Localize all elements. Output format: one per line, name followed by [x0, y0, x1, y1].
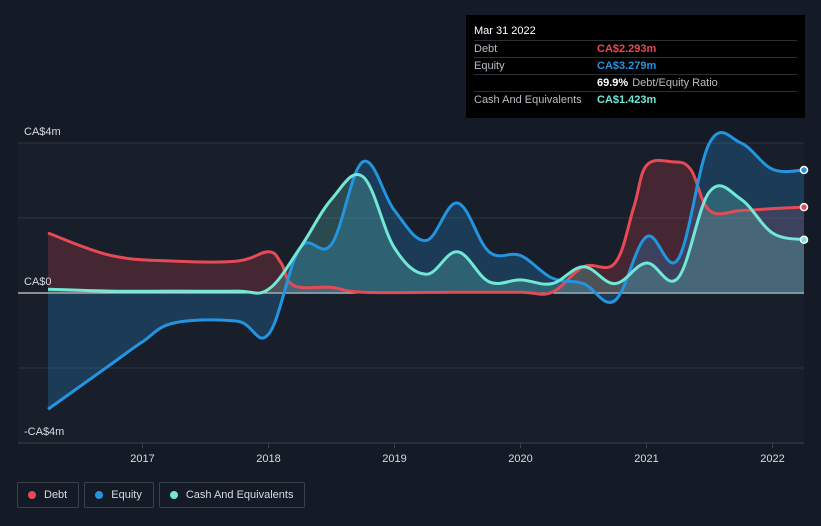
tooltip-value: CA$1.423m	[597, 94, 657, 106]
area-equity	[48, 132, 804, 410]
legend-label: Debt	[44, 489, 68, 501]
tooltip-date: Mar 31 2022	[474, 25, 536, 37]
tooltip-label: Cash And Equivalents	[474, 94, 582, 106]
series-lines	[47, 131, 805, 411]
tooltip-value: CA$3.279m	[597, 60, 657, 72]
area-debt	[48, 160, 804, 295]
x-tick-label: 2021	[634, 453, 658, 465]
series-areas	[48, 132, 804, 410]
tooltip-row-equity: Equity CA$3.279m	[474, 57, 797, 74]
tooltip-ratio-label: Debt/Equity Ratio	[632, 77, 718, 89]
x-tick-label: 2022	[760, 453, 784, 465]
endpoint-cash-and-equivalents[interactable]	[799, 235, 809, 244]
legend-dot-icon	[95, 491, 104, 499]
legend-label: Equity	[111, 489, 142, 501]
legend-dot-icon	[28, 491, 36, 499]
tooltip-row-ratio: 69.9% Debt/Equity Ratio	[474, 74, 797, 91]
legend-dot-icon	[169, 491, 178, 499]
x-axis-labels: 2017 2018 2019 2020 2021 2022	[130, 443, 785, 465]
x-tick-label: 2018	[256, 453, 280, 465]
y-tick-label: -CA$4m	[24, 426, 64, 438]
tooltip-label: Equity	[474, 60, 505, 72]
tooltip: Mar 31 2022 Debt CA$2.293m Equity CA$3.2…	[466, 15, 805, 118]
tooltip-row-cash: Cash And Equivalents CA$1.423m	[474, 91, 797, 108]
x-tick-label: 2020	[508, 453, 532, 465]
legend-item-debt[interactable]: Debt	[17, 482, 80, 508]
line-cash-and-equivalents	[47, 173, 805, 295]
x-tick-label: 2019	[382, 453, 406, 465]
tooltip-value: 69.9%	[597, 77, 629, 89]
x-tick-label: 2017	[130, 453, 154, 465]
tooltip-row-debt: Debt CA$2.293m	[474, 40, 797, 57]
legend-item-equity[interactable]: Equity	[84, 482, 154, 508]
endpoint-equity[interactable]	[799, 165, 809, 175]
line-equity	[47, 131, 805, 411]
area-cash-and-equivalents	[48, 174, 804, 294]
tooltip-value: CA$2.293m	[597, 43, 657, 55]
y-axis-labels: CA$4m CA$0 -CA$4m	[24, 126, 64, 438]
y-tick-label: CA$0	[24, 276, 52, 288]
tooltip-label	[474, 75, 597, 91]
series-endpoints	[799, 165, 809, 244]
tooltip-label: Debt	[474, 43, 498, 55]
legend-item-cash[interactable]: Cash And Equivalents	[158, 482, 306, 508]
legend: Debt Equity Cash And Equivalents	[17, 482, 306, 508]
legend-label: Cash And Equivalents	[185, 489, 294, 501]
y-tick-label: CA$4m	[24, 126, 61, 138]
endpoint-debt[interactable]	[799, 202, 809, 212]
